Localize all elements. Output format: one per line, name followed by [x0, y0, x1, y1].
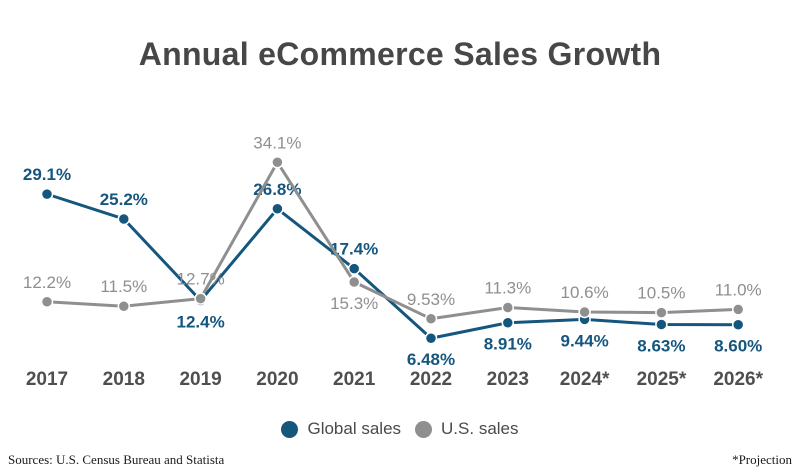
data-point: [347, 262, 361, 275]
data-point: [194, 292, 207, 305]
data-label: 11.0%: [715, 280, 762, 299]
x-axis-label: 2024*: [560, 369, 610, 390]
data-label: 9.53%: [407, 290, 455, 309]
data-label: 11.5%: [100, 277, 147, 296]
data-point: [655, 306, 668, 319]
data-label: 12.4%: [176, 313, 224, 332]
data-label: 11.3%: [484, 279, 531, 298]
data-label: 8.63%: [637, 337, 685, 356]
data-label: 8.60%: [714, 337, 762, 356]
x-axis-label: 2021: [333, 369, 376, 390]
data-label: 29.1%: [23, 165, 71, 184]
data-point: [424, 312, 438, 326]
legend-dot-global-icon: [281, 420, 299, 438]
data-point: [424, 331, 438, 345]
legend-item-global-sales: Global sales: [281, 419, 401, 439]
data-label: 9.44%: [560, 331, 608, 350]
data-point: [731, 318, 745, 331]
data-point: [347, 275, 361, 289]
data-label: 10.5%: [637, 284, 685, 303]
projection-note: *Projection: [732, 452, 792, 467]
x-axis-label: 2026*: [713, 369, 763, 390]
data-point: [40, 187, 54, 201]
data-label: 15.3%: [330, 294, 378, 313]
x-axis-label: 2025*: [637, 369, 687, 390]
data-point: [501, 316, 515, 329]
x-axis-label: 2018: [103, 369, 145, 390]
data-point: [271, 202, 284, 216]
data-point: [655, 318, 668, 331]
data-label: 25.2%: [100, 190, 148, 209]
sources-note: Sources: U.S. Census Bureau and Statista: [8, 452, 225, 467]
data-point: [117, 212, 131, 226]
legend-label-global: Global sales: [307, 419, 402, 438]
data-label: 12.2%: [23, 273, 71, 292]
data-point: [40, 295, 54, 309]
footer: Sources: U.S. Census Bureau and Statista…: [8, 452, 792, 468]
x-axis-label: 2023: [487, 369, 529, 390]
data-label: 12.7%: [176, 270, 224, 289]
x-axis-label: 2022: [410, 369, 452, 390]
data-point: [501, 301, 515, 314]
data-label: 10.6%: [560, 283, 608, 302]
series-line: [45, 192, 740, 340]
legend-dot-us-icon: [415, 420, 433, 438]
data-point: [578, 305, 591, 319]
series-line: [45, 160, 740, 321]
data-label: 17.4%: [330, 240, 378, 259]
page-title: Annual eCommerce Sales Growth: [138, 36, 662, 72]
x-axis-label: 2020: [256, 369, 298, 390]
legend-label-us: U.S. sales: [441, 419, 519, 438]
legend-item-us-sales: U.S. sales: [415, 419, 519, 439]
x-axis-label: 2017: [26, 369, 68, 390]
x-axis-label: 2019: [179, 369, 221, 390]
data-point: [117, 299, 131, 313]
data-label: 6.48%: [407, 350, 455, 369]
series-u-s-sales: 12.2% 11.5% 12.7% 34.1% 15.3% 9.53% 11.3% 10.6%…: [23, 133, 762, 326]
legend: Global sales U.S. sales: [0, 419, 800, 439]
data-point: [731, 303, 745, 316]
data-label: 34.1%: [253, 133, 301, 152]
series-global-sales: 29.1%25.2%12.4%26.8%17.4%6.48%8.91% 9.44%…: [23, 165, 762, 369]
data-label: 8.91%: [484, 335, 532, 354]
data-point: [271, 156, 284, 169]
